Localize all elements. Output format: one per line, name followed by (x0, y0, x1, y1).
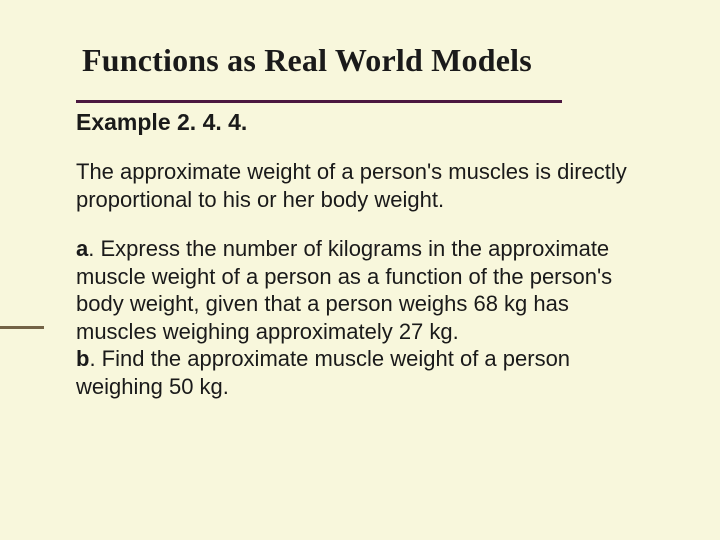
example-heading: Example 2. 4. 4. (76, 109, 644, 136)
title-underline (76, 100, 562, 103)
part-b-text: . Find the approximate muscle weight of … (76, 346, 570, 399)
part-b-label: b (76, 346, 89, 371)
title-block: Functions as Real World Models (0, 0, 720, 79)
part-a-text: . Express the number of kilograms in the… (76, 236, 612, 344)
left-accent-bar (0, 326, 44, 329)
slide-title: Functions as Real World Models (82, 42, 720, 79)
slide-content: Example 2. 4. 4. The approximate weight … (0, 79, 720, 400)
parts-paragraph: a. Express the number of kilograms in th… (76, 235, 644, 400)
part-a-label: a (76, 236, 88, 261)
intro-paragraph: The approximate weight of a person's mus… (76, 158, 644, 213)
